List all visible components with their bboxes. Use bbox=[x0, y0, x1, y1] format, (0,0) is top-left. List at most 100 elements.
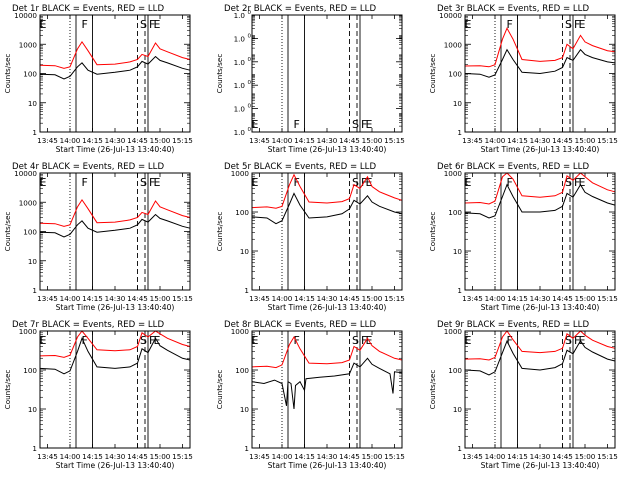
x-tick-label: 14:45 bbox=[552, 136, 573, 145]
y-tick-exponent: 0 bbox=[248, 104, 252, 110]
time-marker-label: S bbox=[565, 18, 572, 31]
y-tick-label: 1000 bbox=[231, 327, 250, 336]
time-marker-label: E bbox=[366, 176, 373, 189]
panel-det-3: Det 3r BLACK = Events, RED = LLD 1 10 100 10… bbox=[428, 4, 618, 154]
time-marker-label: S bbox=[565, 334, 572, 347]
x-tick-label: 14:45 bbox=[127, 136, 148, 145]
plot-frame bbox=[39, 172, 191, 291]
time-marker-label: S bbox=[140, 334, 147, 347]
x-tick-label: 14:00 bbox=[60, 294, 81, 303]
x-tick-label: 14:00 bbox=[272, 136, 293, 145]
panel-det-2: Det 2r BLACK = Events, RED = LLD 1.0 0 1.0 0… bbox=[215, 4, 405, 154]
y-axis-title: Counts/sec bbox=[215, 212, 224, 252]
panel-title: Det 2r BLACK = Events, RED = LLD bbox=[224, 4, 376, 14]
panel-title: Det 8r BLACK = Events, RED = LLD bbox=[224, 320, 376, 330]
time-marker-label: E bbox=[579, 18, 586, 31]
y-tick-label: 1 bbox=[244, 444, 249, 453]
x-tick-label: 14:30 bbox=[317, 294, 338, 303]
x-tick-label: 13:45 bbox=[37, 294, 58, 303]
series-events bbox=[39, 336, 191, 375]
x-tick-label: 15:00 bbox=[575, 294, 596, 303]
time-marker-label: E bbox=[366, 118, 373, 131]
panel-det-6: Det 6r BLACK = Events, RED = LLD 1 10 100 10… bbox=[428, 162, 618, 312]
x-tick-label: 15:15 bbox=[597, 136, 618, 145]
x-tick-label: 13:45 bbox=[37, 136, 58, 145]
x-tick-label: 15:00 bbox=[150, 452, 171, 461]
time-marker-label: E bbox=[252, 176, 259, 189]
y-tick-label: 10 bbox=[28, 257, 38, 266]
y-tick-label: 100 bbox=[23, 228, 37, 237]
x-tick-label: 15:00 bbox=[150, 294, 171, 303]
y-tick-label: 1000 bbox=[19, 40, 38, 49]
x-tick-label: 14:15 bbox=[294, 294, 315, 303]
x-tick-label: 15:15 bbox=[172, 294, 193, 303]
y-tick-label: 10 bbox=[240, 247, 250, 256]
series-lld bbox=[251, 173, 403, 209]
y-axis-title: Counts/sec bbox=[3, 212, 12, 252]
y-tick-label: 10000 bbox=[439, 11, 462, 20]
y-tick-label: 100 bbox=[448, 208, 462, 217]
x-tick-label: 15:00 bbox=[575, 452, 596, 461]
time-marker-label: F bbox=[82, 334, 88, 347]
panel-det-4: Det 4r BLACK = Events, RED = LLD 1 10 100 10… bbox=[3, 162, 193, 312]
x-tick-label: 15:15 bbox=[172, 136, 193, 145]
x-tick-label: 14:15 bbox=[507, 294, 528, 303]
y-axis-title: Counts/sec bbox=[3, 54, 12, 94]
time-marker-label: E bbox=[40, 18, 47, 31]
time-marker-label: E bbox=[465, 176, 472, 189]
x-tick-label: 14:15 bbox=[82, 294, 103, 303]
x-tick-label: 14:45 bbox=[339, 294, 360, 303]
time-marker-label: S bbox=[352, 118, 359, 131]
x-tick-label: 14:00 bbox=[60, 136, 81, 145]
x-tick-label: 15:15 bbox=[384, 294, 405, 303]
y-tick-label: 1 bbox=[457, 286, 462, 295]
x-axis-title: Start Time (26-Jul-13 13:40:40) bbox=[56, 145, 175, 154]
x-tick-label: 14:30 bbox=[530, 294, 551, 303]
x-tick-label: 14:45 bbox=[339, 136, 360, 145]
x-tick-label: 14:45 bbox=[127, 452, 148, 461]
x-axis-title: Start Time (26-Jul-13 13:40:40) bbox=[56, 461, 175, 470]
y-tick-exponent: 0 bbox=[248, 33, 252, 39]
x-tick-label: 14:45 bbox=[339, 452, 360, 461]
y-tick-label: 100 bbox=[23, 366, 37, 375]
time-marker-label: E bbox=[252, 118, 259, 131]
time-marker-label: F bbox=[149, 176, 155, 189]
series-lld bbox=[464, 172, 616, 205]
time-marker-label: F bbox=[507, 334, 513, 347]
y-axis-title: Counts/sec bbox=[428, 370, 437, 410]
plot-frame bbox=[251, 330, 403, 449]
series-lld bbox=[39, 330, 191, 358]
time-marker-label: S bbox=[140, 18, 147, 31]
y-tick-label: 1.0 bbox=[234, 58, 246, 67]
y-tick-label: 1.0 bbox=[234, 81, 246, 90]
x-axis-title: Start Time (26-Jul-13 13:40:40) bbox=[481, 303, 600, 312]
series-events bbox=[39, 213, 191, 238]
y-tick-label: 100 bbox=[235, 366, 249, 375]
time-marker-label: F bbox=[574, 334, 580, 347]
y-tick-label: 1 bbox=[32, 128, 37, 137]
x-tick-label: 14:00 bbox=[485, 452, 506, 461]
plot-frame bbox=[464, 172, 616, 291]
time-marker-label: F bbox=[507, 176, 513, 189]
x-tick-label: 14:15 bbox=[507, 136, 528, 145]
series-lld bbox=[39, 198, 191, 227]
x-tick-label: 14:30 bbox=[105, 294, 126, 303]
x-tick-label: 15:00 bbox=[362, 136, 383, 145]
x-axis-title: Start Time (26-Jul-13 13:40:40) bbox=[481, 145, 600, 154]
series-events bbox=[464, 339, 616, 376]
x-tick-label: 14:00 bbox=[485, 136, 506, 145]
y-tick-label: 10 bbox=[453, 99, 463, 108]
series-lld bbox=[251, 335, 403, 369]
time-marker-label: F bbox=[149, 334, 155, 347]
time-marker-label: F bbox=[507, 18, 513, 31]
y-tick-label: 100 bbox=[448, 70, 462, 79]
y-tick-label: 100 bbox=[235, 208, 249, 217]
y-tick-label: 10 bbox=[28, 405, 38, 414]
panel-det-8: Det 8r BLACK = Events, RED = LLD 1 10 100 10… bbox=[215, 320, 405, 470]
x-tick-label: 14:15 bbox=[507, 452, 528, 461]
y-tick-label: 1 bbox=[32, 286, 37, 295]
time-marker-label: E bbox=[40, 334, 47, 347]
x-tick-label: 14:30 bbox=[317, 452, 338, 461]
y-tick-label: 1000 bbox=[444, 169, 463, 178]
